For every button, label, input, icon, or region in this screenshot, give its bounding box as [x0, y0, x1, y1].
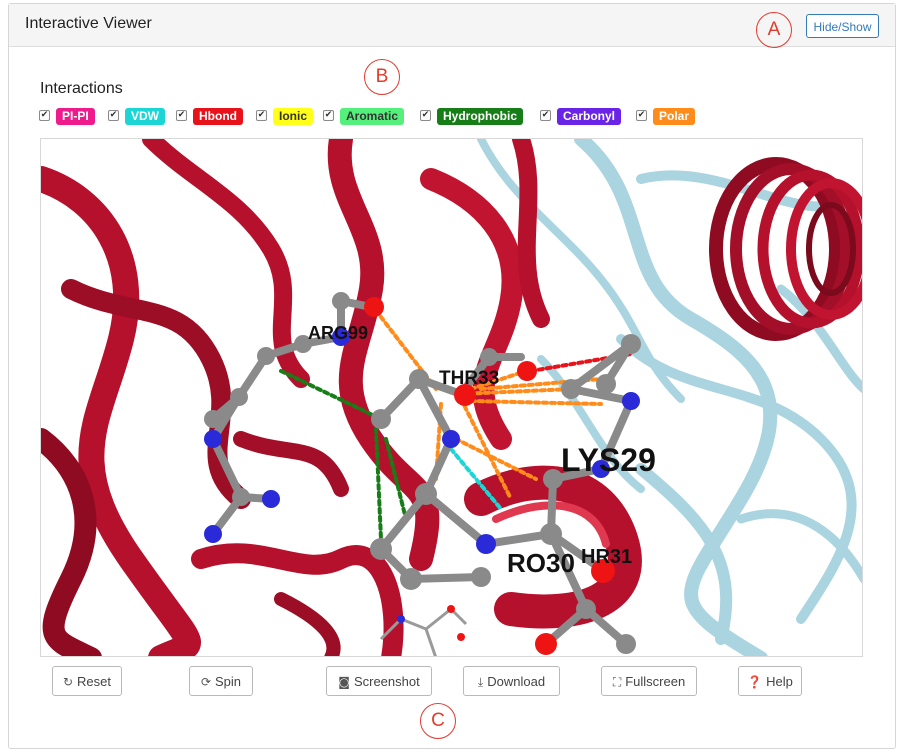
tag-vdw: VDW [125, 108, 165, 125]
checkbox-vdw[interactable]: ✔ [108, 110, 119, 121]
tag-ionic: Ionic [273, 108, 314, 125]
download-icon: ⤓ [477, 675, 484, 689]
refresh-icon: ⟳ [200, 675, 212, 689]
checkbox-polar[interactable]: ✔ [636, 110, 647, 121]
fullscreen-icon: ⛶ [612, 675, 622, 689]
interactions-heading: Interactions [40, 80, 123, 97]
molecule-scene[interactable]: ARG99 THR33 LYS29 RO30 HR31 [41, 139, 863, 657]
download-button[interactable]: ⤓ Download [463, 666, 560, 696]
molecule-viewer-canvas[interactable]: ARG99 THR33 LYS29 RO30 HR31 [40, 138, 863, 657]
checkbox-hydrophobic[interactable]: ✔ [420, 110, 431, 121]
fullscreen-label: Fullscreen [625, 674, 686, 689]
tag-polar: Polar [653, 108, 696, 125]
reset-button[interactable]: ↻ Reset [52, 666, 122, 696]
panel-header: Interactive Viewer Hide/Show [9, 4, 895, 47]
spin-button[interactable]: ⟳ Spin [189, 666, 253, 696]
residue-label-hr31: HR31 [581, 546, 632, 568]
checkbox-pi-pi[interactable]: ✔ [39, 110, 50, 121]
help-button[interactable]: ❓ Help [738, 666, 802, 696]
help-label: Help [766, 674, 793, 689]
checkbox-aromatic[interactable]: ✔ [323, 110, 334, 121]
tag-aromatic: Aromatic [340, 108, 405, 125]
reset-label: Reset [77, 674, 112, 689]
residue-label-lys29: LYS29 [561, 442, 656, 478]
checkbox-carbonyl[interactable]: ✔ [540, 110, 551, 121]
question-circle-icon: ❓ [747, 675, 763, 689]
checkbox-ionic[interactable]: ✔ [256, 110, 267, 121]
hide-show-button[interactable]: Hide/Show [806, 14, 879, 38]
annotation-marker-b: B [364, 59, 400, 95]
spin-label: Spin [215, 674, 242, 689]
annotation-marker-c: C [420, 703, 456, 739]
residue-label-arg99: ARG99 [308, 323, 368, 343]
panel-title: Interactive Viewer [25, 15, 152, 32]
tag-carbonyl: Carbonyl [557, 108, 622, 125]
screenshot-button[interactable]: ◙ Screenshot [326, 666, 432, 696]
reset-icon: ↻ [62, 675, 74, 689]
tag-hbond: Hbond [193, 108, 243, 125]
download-label: Download [487, 674, 546, 689]
tag-pi-pi: PI-PI [56, 108, 95, 125]
checkbox-hbond[interactable]: ✔ [176, 110, 187, 121]
fullscreen-button[interactable]: ⛶ Fullscreen [601, 666, 697, 696]
residue-label-thr33: THR33 [439, 368, 499, 389]
residue-label-ro30: RO30 [507, 548, 575, 578]
camera-icon: ◙ [338, 675, 350, 689]
annotation-marker-a: A [756, 12, 792, 48]
tag-hydrophobic: Hydrophobic [437, 108, 523, 125]
screenshot-label: Screenshot [353, 674, 420, 689]
